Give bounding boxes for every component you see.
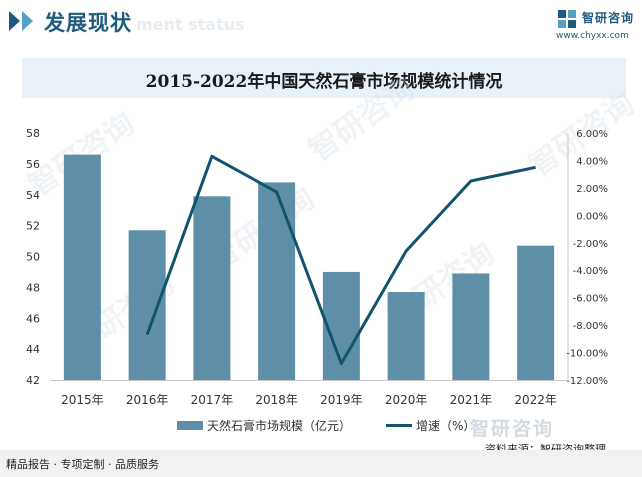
right-tick-label: -6.00% [573,294,608,305]
bar [452,273,490,380]
bar [387,292,425,380]
section-arrow-icon [9,11,20,31]
x-tick-label: 2019年 [320,393,363,407]
x-tick-label: 2020年 [385,393,428,407]
right-tick-label: 2.00% [576,184,608,195]
left-axis: 42 44 46 48 50 52 54 56 58 [26,127,40,387]
right-tick-label: 0.00% [576,211,608,222]
x-tick-label: 2018年 [255,393,298,407]
right-tick-label: -10.00% [566,349,608,360]
x-axis: 2015年 2016年 2017年 2018年 2019年 2020年 2021年 2022年 [50,380,568,407]
right-tick-label: -4.00% [573,266,608,277]
right-axis: -12.00% -10.00% -8.00% -6.00% -4.00% -2.00% 0.… [566,129,608,387]
bar [63,154,101,380]
right-tick-label: -12.00% [566,376,608,387]
chart-title: 2015-2022年中国天然石膏市场规模统计情况 [145,72,503,92]
section-arrow-icon-secondary [22,11,33,31]
right-tick-label: -8.00% [573,321,608,332]
right-tick-label: 4.00% [576,156,608,167]
chart-title-band [22,58,626,98]
bar [128,230,166,380]
x-tick-label: 2015年 [61,393,104,407]
bar [193,196,231,380]
legend-bar-label: 天然石膏市场规模（亿元） [207,418,351,433]
legend-line-label: 增速（%） [416,419,475,433]
footer-bar [0,450,642,477]
left-tick-label: 48 [26,281,40,294]
left-tick-label: 52 [26,220,40,233]
left-tick-label: 44 [26,343,40,356]
x-tick-label: 2017年 [191,393,234,407]
brand-url: www.chyxx.com [556,31,629,41]
x-tick-label: 2021年 [450,393,493,407]
line-series [145,154,536,366]
brand-name: 智研咨询 [582,11,635,25]
bar [258,182,296,380]
section-title: 发展现状 [44,11,132,35]
left-tick-label: 46 [26,312,40,325]
legend-bar-swatch [177,421,203,430]
brand-logo-icon [558,10,576,28]
left-tick-label: 54 [26,189,40,202]
right-tick-label: -2.00% [573,239,608,250]
left-tick-label: 56 [26,158,40,171]
left-tick-label: 50 [26,251,40,264]
bar-series [63,154,555,380]
left-tick-label: 42 [26,374,40,387]
right-tick-label: 6.00% [576,129,608,140]
left-tick-label: 58 [26,127,40,140]
bar [517,245,555,380]
footer-tagline: 精品报告 · 专项定制 · 品质服务 [6,458,159,471]
x-tick-label: 2016年 [126,393,169,407]
x-tick-label: 2022年 [514,393,557,407]
footer-logo: 智研咨询 [470,418,555,440]
section-subtitle: ment status [136,15,245,34]
header-bar [0,0,642,46]
chart-legend: 天然石膏市场规模（亿元） 增速（%） [177,418,475,433]
